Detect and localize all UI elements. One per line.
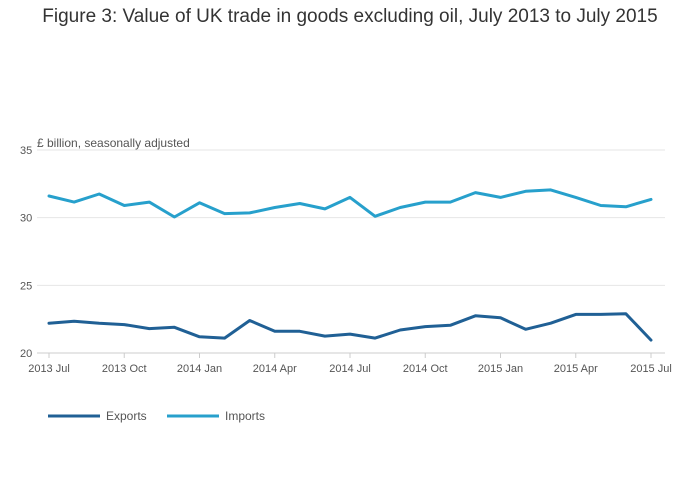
x-tick-label: 2015 Jul xyxy=(630,363,672,375)
x-axis: 2013 Jul 2013 Oct 2014 Jan 2014 Apr 2014 Jul… xyxy=(28,352,672,375)
series-lines xyxy=(47,188,653,342)
y-tick-label: 20 xyxy=(20,348,32,360)
x-tick-label: 2013 Oct xyxy=(102,363,147,375)
x-tick-label: 2014 Jul xyxy=(329,363,371,375)
chart-title: Figure 3: Value of UK trade in goods exc… xyxy=(42,6,658,27)
gridlines xyxy=(37,149,665,286)
x-tick-label: 2014 Oct xyxy=(403,363,448,375)
y-tick-label: 25 xyxy=(20,280,32,292)
series-line-imports xyxy=(47,188,653,219)
x-tick-label: 2014 Jan xyxy=(177,363,222,375)
legend-label-imports: Imports xyxy=(225,409,265,423)
y-axis-ticks: 20 25 30 35 xyxy=(20,145,32,360)
y-tick-label: 35 xyxy=(20,145,32,157)
y-axis-unit-label: £ billion, seasonally adjusted xyxy=(37,136,190,150)
series-line-exports xyxy=(47,312,653,342)
x-tick-label: 2014 Apr xyxy=(253,363,297,375)
legend: Exports Imports xyxy=(48,409,265,423)
x-tick-label: 2013 Jul xyxy=(28,363,70,375)
x-tick-label: 2015 Jan xyxy=(478,363,523,375)
x-tick-label: 2015 Apr xyxy=(554,363,598,375)
y-tick-label: 30 xyxy=(20,213,32,225)
legend-label-exports: Exports xyxy=(106,409,147,423)
